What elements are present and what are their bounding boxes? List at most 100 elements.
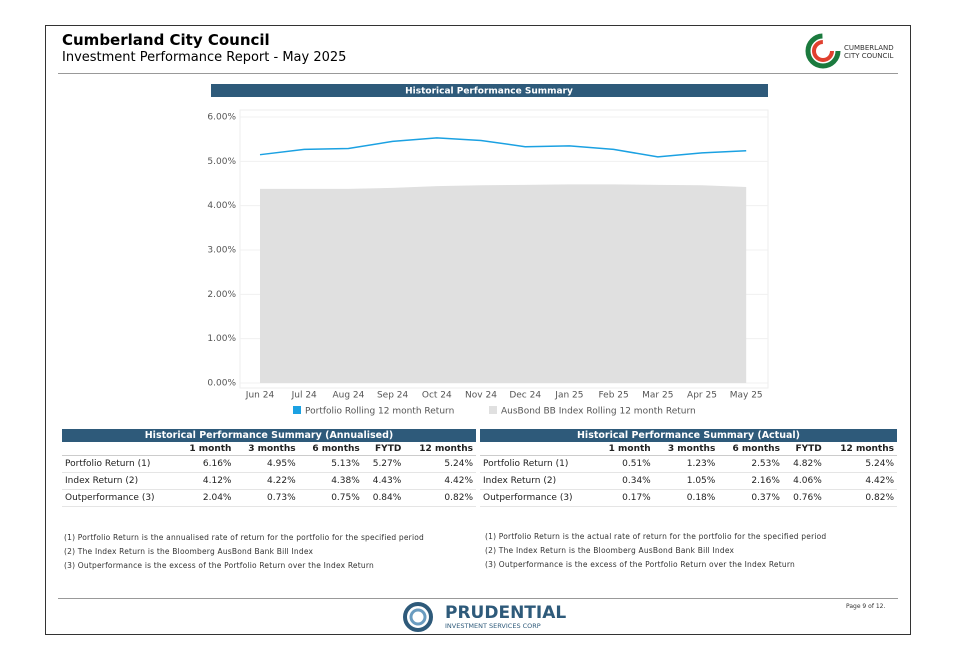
cell: 4.06%: [782, 472, 825, 490]
row-label: Portfolio Return (1): [480, 455, 596, 473]
legend-swatch: [293, 406, 301, 414]
brand-sub: INVESTMENT SERVICES CORP: [445, 622, 541, 630]
cell: 0.17%: [595, 489, 654, 507]
x-tick-label: Sep 24: [377, 391, 409, 401]
header-cell: 1 month: [595, 442, 654, 456]
cell: 5.24%: [404, 455, 476, 473]
page-frame: [45, 25, 911, 635]
cell: 4.12%: [176, 472, 235, 490]
cell: 5.13%: [298, 455, 363, 473]
chart: Historical Performance Summary 0.00% 1.00…: [207, 84, 769, 417]
cell: 1.05%: [653, 472, 719, 490]
cell: 4.42%: [824, 472, 897, 490]
legend-swatch: [489, 406, 497, 414]
cell: 0.18%: [653, 489, 719, 507]
cell: 0.82%: [404, 489, 476, 507]
cell: 0.37%: [718, 489, 783, 507]
table-row: Outperformance (3) 0.17% 0.18% 0.37% 0.76% 0.…: [480, 489, 897, 507]
legend-label: AusBond BB Index Rolling 12 month Return: [501, 407, 696, 417]
x-tick-label: Jul 24: [291, 391, 317, 401]
header-cell: FYTD: [782, 442, 825, 456]
council-logo: CUMBERLAND CITY COUNCIL: [805, 33, 894, 69]
chart-title: Historical Performance Summary: [405, 87, 573, 97]
x-tick-label: May 25: [730, 391, 763, 401]
brand-logo: [403, 602, 433, 632]
cell: 0.76%: [782, 489, 825, 507]
rule: [58, 598, 898, 599]
table-row: Portfolio Return (1) 0.51% 1.23% 2.53% 4.82%…: [480, 455, 897, 473]
summary-table: Historical Performance Summary (Actual) 1…: [480, 429, 897, 507]
footnote: (1) Portfolio Return is the annualised r…: [64, 533, 425, 542]
brand: PRUDENTIAL: [445, 603, 567, 623]
footnote: (1) Portfolio Return is the actual rate …: [485, 532, 827, 541]
header-cell: 6 months: [298, 442, 363, 456]
page-number: Page 9 of 12.: [846, 603, 886, 610]
table-title: Historical Performance Summary (Annualis…: [62, 429, 476, 442]
y-tick-label: 5.00%: [207, 157, 236, 167]
plot-area: [239, 109, 769, 389]
row-label: Outperformance (3): [480, 489, 596, 507]
cell: 4.22%: [234, 472, 299, 490]
cell: 5.24%: [824, 455, 897, 473]
chart-title-bar: [211, 84, 768, 97]
x-tick-label: Dec 24: [509, 391, 541, 401]
row-label: Index Return (2): [62, 472, 177, 490]
cell: 5.27%: [362, 455, 405, 473]
x-tick-label: Mar 25: [642, 391, 673, 401]
header-cell: FYTD: [362, 442, 405, 456]
cell: 1.23%: [653, 455, 719, 473]
cell: 0.84%: [362, 489, 405, 507]
cell: 4.82%: [782, 455, 825, 473]
cell: 6.16%: [176, 455, 235, 473]
x-tick-label: Jan 25: [554, 391, 583, 401]
subtitle: Investment Performance Report - May 2025: [62, 50, 347, 65]
index-area: [260, 184, 747, 383]
cell: 2.16%: [718, 472, 783, 490]
y-tick-label: 0.00%: [207, 379, 236, 389]
cell: 2.53%: [718, 455, 783, 473]
logo-text: CITY COUNCIL: [844, 52, 893, 60]
table-row: Index Return (2) 4.12% 4.22% 4.38% 4.43% 4.42…: [62, 472, 476, 490]
table-row: Portfolio Return (1) 6.16% 4.95% 5.13% 5.27%…: [62, 455, 476, 473]
logo-text: CUMBERLAND: [844, 44, 894, 52]
x-tick-label: Nov 24: [465, 391, 497, 401]
header-row: 1 month 3 months 6 months FYTD 12 months: [62, 442, 476, 456]
cell: 4.43%: [362, 472, 405, 490]
footnote: (2) The Index Return is the Bloomberg Au…: [64, 547, 314, 556]
x-tick-label: Feb 25: [598, 391, 628, 401]
cell: 0.75%: [298, 489, 363, 507]
header-cell: 12 months: [404, 442, 476, 456]
cell: 0.34%: [595, 472, 654, 490]
y-tick-label: 4.00%: [207, 201, 236, 211]
portfolio-line: [259, 137, 747, 158]
y-tick-label: 6.00%: [207, 113, 236, 123]
header-cell: [62, 442, 177, 456]
summary-table: Historical Performance Summary (Annualis…: [62, 429, 476, 507]
header-cell: 6 months: [718, 442, 783, 456]
table-row: Outperformance (3) 2.04% 0.73% 0.75% 0.84% 0.…: [62, 489, 476, 507]
header-cell: [480, 442, 596, 456]
cell: 0.73%: [234, 489, 299, 507]
x-tick-label: Oct 24: [422, 391, 452, 401]
legend-label: Portfolio Rolling 12 month Return: [305, 407, 454, 417]
footnote: (3) Outperformance is the excess of the …: [485, 560, 795, 569]
cell: 4.42%: [404, 472, 476, 490]
cell: 0.51%: [595, 455, 654, 473]
x-tick-label: Aug 24: [332, 391, 364, 401]
y-tick-label: 1.00%: [207, 334, 236, 344]
rule: [58, 73, 898, 74]
y-tick-label: 2.00%: [207, 290, 236, 300]
row-label: Portfolio Return (1): [62, 455, 177, 473]
footnote: (3) Outperformance is the excess of the …: [64, 561, 374, 570]
cell: 4.38%: [298, 472, 363, 490]
header-cell: 3 months: [653, 442, 719, 456]
x-tick-label: Jun 24: [245, 391, 275, 401]
header-cell: 12 months: [824, 442, 897, 456]
y-tick-label: 3.00%: [207, 246, 236, 256]
cell: 2.04%: [176, 489, 235, 507]
table-title: Historical Performance Summary (Actual): [480, 429, 897, 442]
header-cell: 1 month: [176, 442, 235, 456]
header-row: 1 month 3 months 6 months FYTD 12 months: [480, 442, 897, 456]
row-label: Index Return (2): [480, 472, 596, 490]
